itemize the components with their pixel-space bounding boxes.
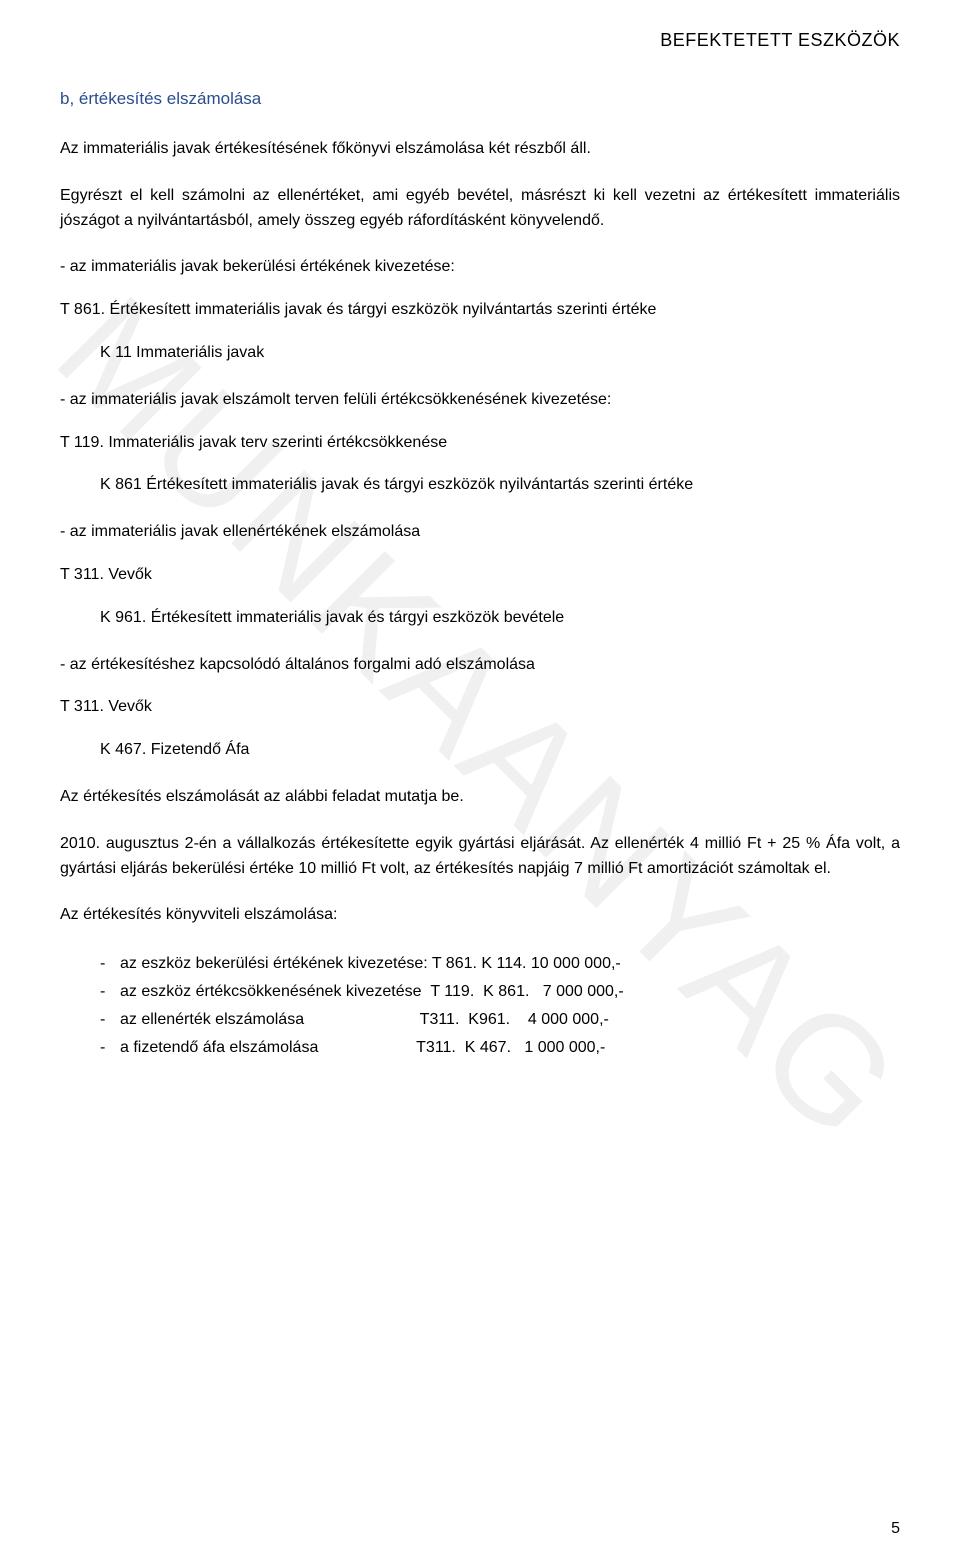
header-right: BEFEKTETETT ESZKÖZÖK [60, 30, 900, 51]
list-item: - a fizetendő áfa elszámolása T311. K 46… [100, 1034, 900, 1062]
section-heading: b, értékesítés elszámolása [60, 89, 900, 109]
page-content: BEFEKTETETT ESZKÖZÖK b, értékesítés elsz… [60, 30, 900, 1062]
paragraph-indent: K 861 Értékesített immateriális javak és… [60, 473, 900, 498]
list-text: az eszköz értékcsökkenésének kivezetése … [120, 978, 900, 1006]
list-item: - az ellenérték elszámolása T311. K961. … [100, 1006, 900, 1034]
list-text: a fizetendő áfa elszámolása T311. K 467.… [120, 1034, 900, 1062]
paragraph: 2010. augusztus 2-én a vállalkozás érték… [60, 832, 900, 882]
document-page: MUNKAANYAG BEFEKTETETT ESZKÖZÖK b, érték… [0, 0, 960, 1562]
paragraph: - az értékesítéshez kapcsolódó általános… [60, 653, 900, 678]
paragraph: - az immateriális javak bekerülési érték… [60, 255, 900, 280]
accounting-list: - az eszköz bekerülési értékének kivezet… [60, 950, 900, 1062]
list-item: - az eszköz bekerülési értékének kivezet… [100, 950, 900, 978]
paragraph: - az immateriális javak elszámolt terven… [60, 388, 900, 413]
list-item: - az eszköz értékcsökkenésének kivezetés… [100, 978, 900, 1006]
paragraph: Az értékesítés elszámolását az alábbi fe… [60, 785, 900, 810]
list-text: az eszköz bekerülési értékének kivezetés… [120, 950, 900, 978]
paragraph-indent: K 11 Immateriális javak [60, 341, 900, 366]
list-dash: - [100, 978, 120, 1006]
list-text: az ellenérték elszámolása T311. K961. 4 … [120, 1006, 900, 1034]
paragraph-indent: K 961. Értékesített immateriális javak é… [60, 606, 900, 631]
paragraph: Az immateriális javak értékesítésének fő… [60, 137, 900, 162]
paragraph: T 861. Értékesített immateriális javak é… [60, 298, 900, 323]
paragraph: T 119. Immateriális javak terv szerinti … [60, 431, 900, 456]
paragraph-indent: K 467. Fizetendő Áfa [60, 738, 900, 763]
list-dash: - [100, 1006, 120, 1034]
paragraph: T 311. Vevők [60, 563, 900, 588]
paragraph: Az értékesítés könyvviteli elszámolása: [60, 903, 900, 928]
list-dash: - [100, 950, 120, 978]
paragraph: T 311. Vevők [60, 695, 900, 720]
page-number: 5 [891, 1520, 900, 1538]
paragraph: - az immateriális javak ellenértékének e… [60, 520, 900, 545]
paragraph: Egyrészt el kell számolni az ellenértéke… [60, 184, 900, 234]
list-dash: - [100, 1034, 120, 1062]
